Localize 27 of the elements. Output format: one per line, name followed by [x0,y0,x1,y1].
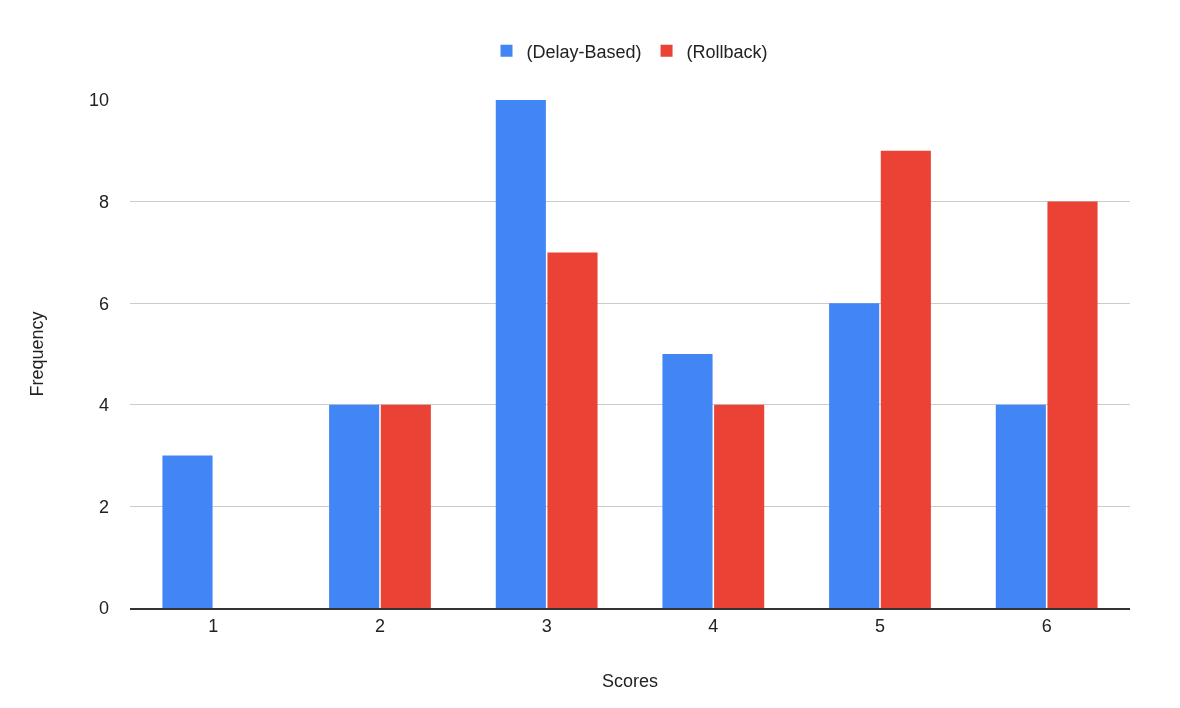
bar [829,303,880,608]
bar [329,404,380,608]
y-tick-label: 10 [88,90,109,111]
x-tick-label: 6 [1041,615,1052,636]
legend-label: (Rollback) [686,41,768,62]
x-tick-label: 3 [541,615,552,636]
bar [547,252,598,608]
y-tick-label: 4 [98,395,109,416]
y-tick-label: 6 [98,293,109,314]
x-tick-label: 5 [874,615,886,636]
bar [714,404,765,608]
y-tick-label: 0 [98,598,109,619]
bar [662,354,713,608]
bar [495,100,546,608]
bar [162,455,213,608]
legend-label: (Delay-Based) [526,41,642,62]
bar [880,150,931,608]
y-tick-label: 2 [98,496,109,517]
x-tick-label: 1 [208,615,219,636]
x-tick-label: 2 [374,615,386,636]
x-axis-title: Scores [601,671,659,692]
bar [1047,201,1098,608]
bar [380,404,431,608]
y-axis-title: Frequency [27,311,48,397]
y-tick-label: 8 [98,191,109,212]
x-tick-label: 4 [708,615,719,636]
bar [995,404,1046,608]
